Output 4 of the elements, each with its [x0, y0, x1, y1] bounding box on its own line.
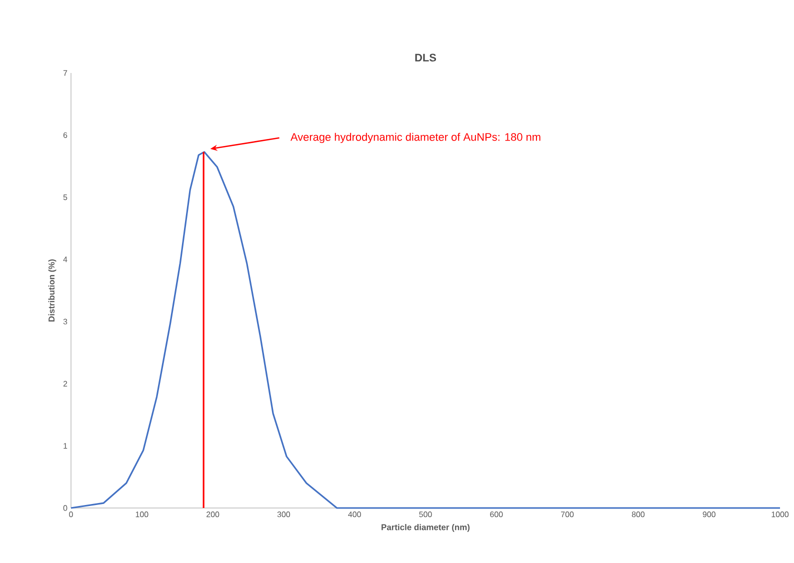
chart-title: DLS — [415, 54, 436, 62]
annotation: Average hydrodynamic diameter of AuNPs: 180 nm — [290, 132, 540, 144]
x-axis-title: Particle diameter (nm) — [382, 524, 470, 532]
y-axis-title: Distribution (%) — [48, 259, 56, 322]
